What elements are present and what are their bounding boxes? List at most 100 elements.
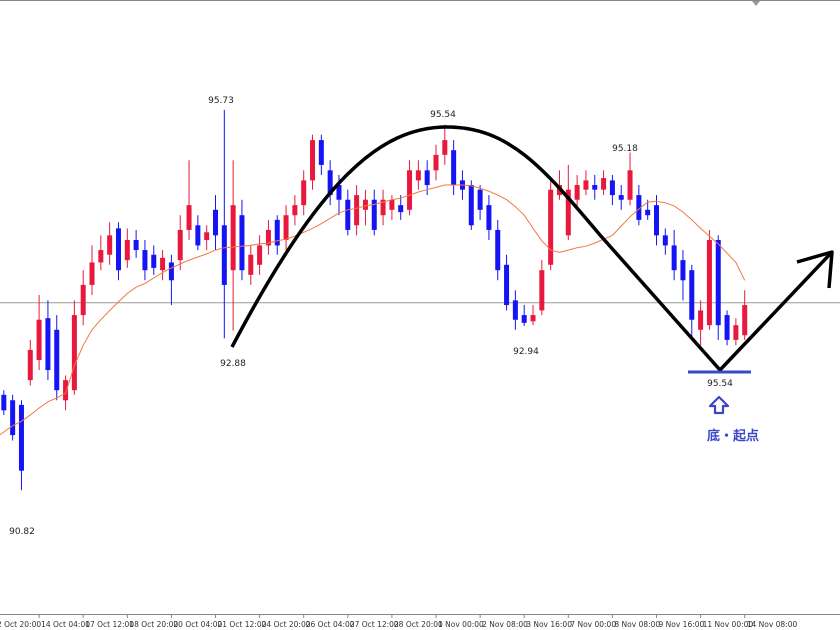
up-arrow [708, 395, 730, 415]
candle-body [689, 270, 695, 320]
x-tick-label: 11 Nov 00:00 [703, 620, 754, 629]
x-tick-label: 24 Oct 20:00 [262, 620, 311, 629]
candle-body [133, 240, 139, 251]
candle-body [371, 199, 377, 230]
x-tick-label: 14 Nov 08:00 [747, 620, 798, 629]
candle-body [115, 228, 121, 271]
x-tick-label: 9 Nov 16:00 [659, 620, 705, 629]
candle-body [327, 170, 333, 196]
candle-body [142, 250, 148, 271]
candle-body [318, 140, 324, 165]
candle-body [583, 180, 589, 190]
x-tick-label: 14 Oct 04:00 [41, 620, 90, 629]
x-tick-label: 1 Nov 00:00 [438, 620, 484, 629]
candle-body [698, 310, 704, 330]
x-tick-label: 26 Oct 04:00 [306, 620, 355, 629]
x-tick-label: 27 Oct 12:00 [350, 620, 399, 629]
candle-body [627, 170, 633, 200]
x-tick-label: 28 Oct 20:00 [394, 620, 443, 629]
x-tick-label: 3 Nov 16:00 [526, 620, 572, 629]
price-label: 95.18 [612, 144, 638, 154]
candle-body [186, 205, 192, 230]
candle-body [389, 199, 395, 210]
candle-body [283, 215, 289, 240]
candle-body [574, 185, 580, 200]
candle-body [424, 170, 430, 186]
price-label: 92.94 [513, 347, 539, 357]
candle-body [636, 195, 642, 220]
candle-body [160, 257, 166, 271]
candle-body [530, 315, 536, 322]
candle-body [27, 349, 33, 381]
x-tick-label: 17 Oct 12:00 [85, 620, 134, 629]
candle-body [362, 199, 368, 210]
candle-body [1, 394, 7, 411]
candle-body [521, 315, 527, 323]
candle-body [592, 185, 598, 190]
annotations: 95.73 90.82 92.88 95.54 92.94 95.18 95.54 底・起点 [9, 96, 759, 537]
candle-body [433, 154, 439, 171]
x-tick-label: 2 Oct 20:00 [0, 620, 41, 629]
candle-body [548, 189, 554, 265]
x-tick-label: 8 Nov 08:00 [614, 620, 660, 629]
arrow-head [796, 250, 834, 289]
candle-body [36, 319, 42, 360]
candle-body [310, 140, 316, 181]
candle-body [354, 195, 360, 226]
candle-body [248, 254, 254, 275]
candle-body [10, 400, 16, 436]
candle-body [645, 209, 651, 216]
candle-body [54, 329, 60, 391]
candle-body [63, 380, 69, 401]
candle-body [257, 245, 263, 265]
candle-body [451, 150, 457, 186]
candle-body [398, 205, 404, 213]
candle-body [662, 235, 668, 246]
candle-body [168, 262, 174, 281]
candle-body [407, 170, 413, 210]
candle-body [609, 180, 615, 196]
candle-body [415, 170, 421, 181]
x-tick-label: 20 Oct 04:00 [173, 620, 222, 629]
price-label: 95.54 [430, 110, 456, 120]
candle-body [565, 189, 571, 236]
candle-body [715, 240, 721, 326]
candle-body [512, 300, 518, 320]
candle-body [151, 254, 157, 268]
pattern-line [230, 125, 834, 372]
candle-body [274, 219, 280, 246]
candle-body [495, 229, 501, 271]
candle-body [292, 205, 298, 216]
candle-body [195, 225, 201, 246]
candle-body [213, 209, 218, 236]
candle-body [107, 235, 113, 255]
candle-body [18, 404, 24, 471]
candle-body [221, 225, 227, 285]
candle-body [442, 140, 448, 155]
candle-body [468, 185, 474, 226]
candle-body [45, 318, 51, 371]
price-label: 95.54 [707, 379, 733, 389]
drawing [230, 125, 834, 415]
candle-body [504, 264, 510, 306]
candle-body [486, 205, 492, 230]
candle-body [239, 215, 245, 271]
candle-body [733, 325, 739, 340]
candle-body [80, 284, 86, 316]
moving-average [0, 184, 746, 436]
price-label: 90.82 [9, 527, 35, 537]
candle-body [680, 260, 686, 281]
candle-body [71, 315, 77, 391]
candle-body [706, 240, 712, 326]
price-label: 92.88 [220, 359, 246, 369]
candle-body [345, 199, 351, 230]
candle-body [230, 205, 236, 271]
candle-body [124, 240, 130, 261]
candle-body [724, 315, 730, 340]
x-tick-label: 7 Nov 00:00 [570, 620, 616, 629]
candle-body [618, 195, 624, 200]
x-tick-label: 18 Oct 20:00 [129, 620, 178, 629]
candle-body [671, 245, 677, 271]
